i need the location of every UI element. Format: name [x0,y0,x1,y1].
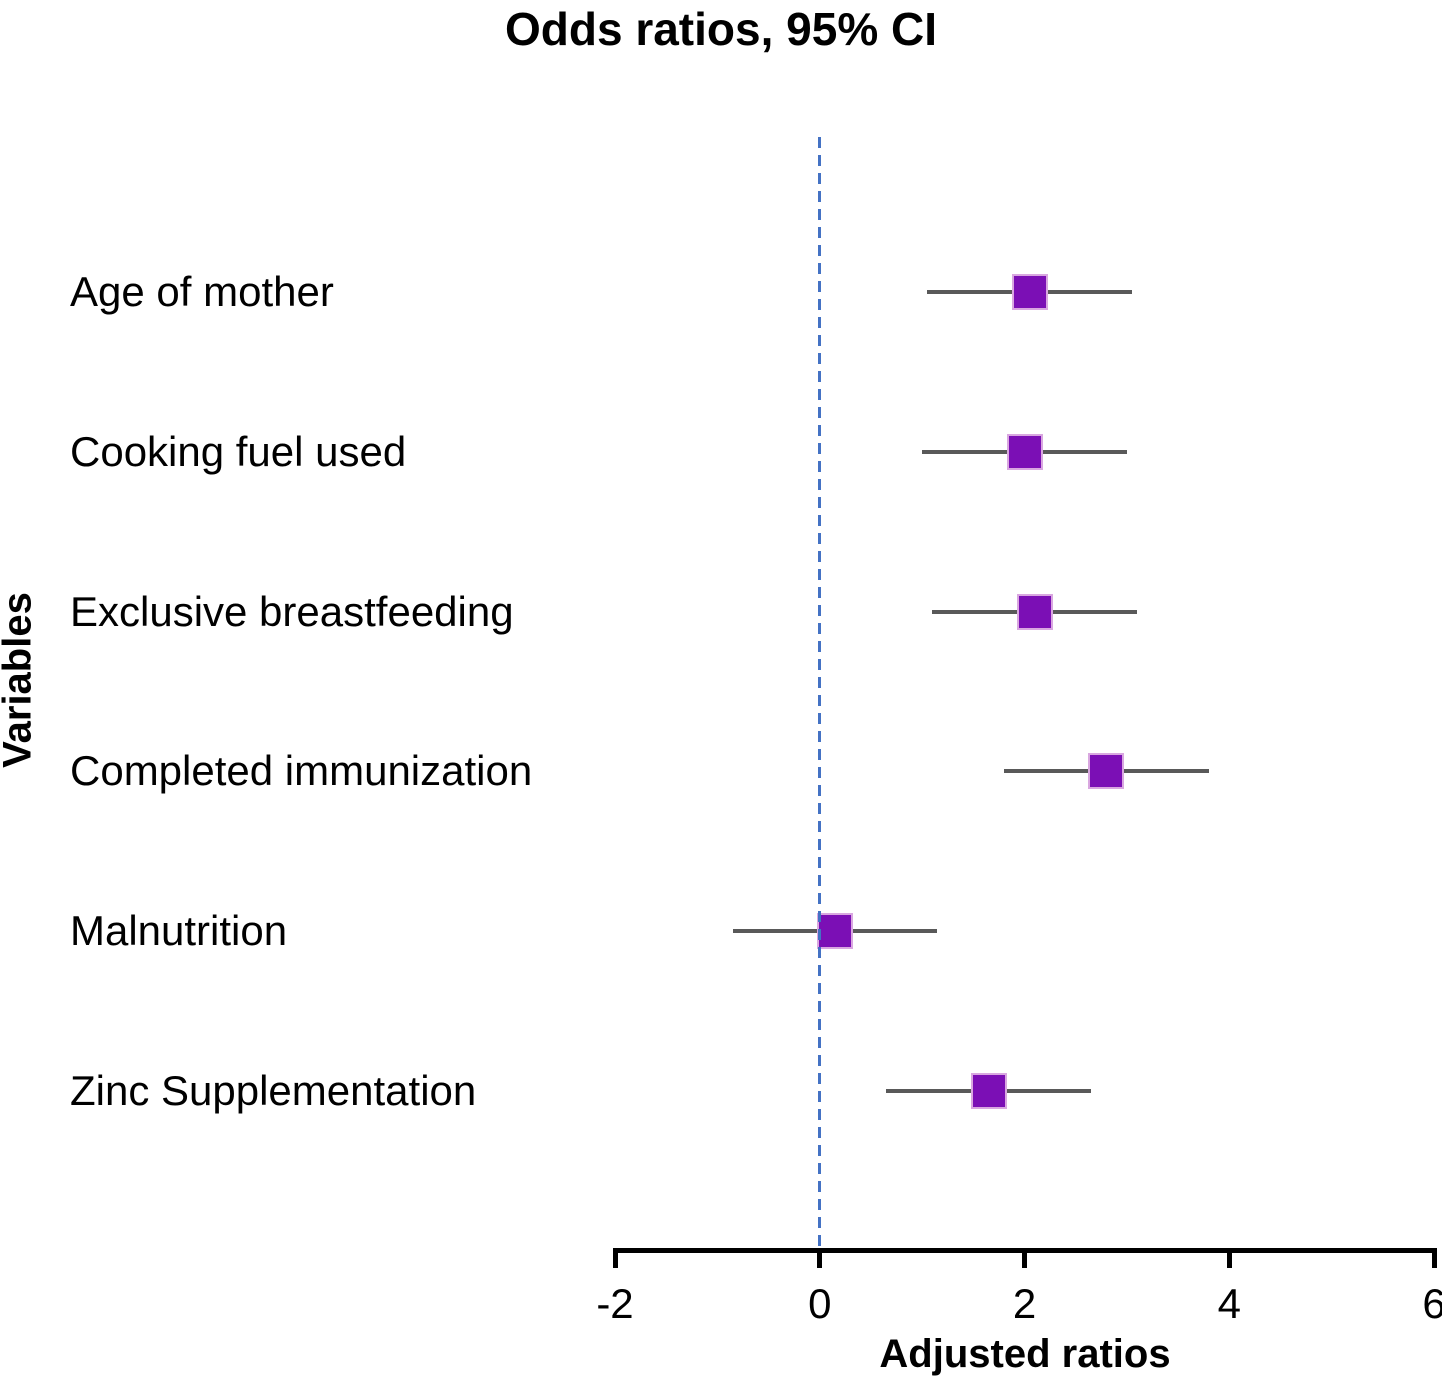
x-axis-tick-label: 2 [1012,1280,1037,1327]
x-axis-tick-label: 6 [1422,1280,1442,1327]
odds-ratio-marker [1006,433,1043,470]
odds-ratio-marker [817,913,854,950]
category-label: Zinc Supplementation [70,1067,477,1114]
x-axis-tick-label: -2 [596,1280,634,1327]
odds-ratio-marker [1011,274,1048,310]
x-axis-tick [1226,1248,1232,1268]
category-label: Completed immunization [70,747,533,795]
category-label: Malnutrition [70,907,288,955]
category-label: Cooking fuel used [70,427,407,475]
x-axis-tick-label: 0 [808,1280,832,1327]
category-label: Exclusive breastfeeding [70,587,514,635]
x-axis-tick [817,1248,823,1268]
odds-ratio-marker [1016,593,1053,630]
x-axis-tick-label: 4 [1217,1280,1241,1327]
x-axis-title: Adjusted ratios [879,1332,1171,1376]
chart-title: Odds ratios, 95% CI [504,3,937,55]
reference-line [818,137,822,1250]
odds-ratio-marker [970,1073,1007,1109]
x-axis-tick [612,1248,618,1268]
category-label: Age of mother [70,268,334,315]
odds-ratio-marker [1088,753,1125,790]
y-axis-title: Variables [0,592,40,768]
x-axis-tick [1431,1248,1437,1268]
x-axis-tick [1022,1248,1027,1268]
